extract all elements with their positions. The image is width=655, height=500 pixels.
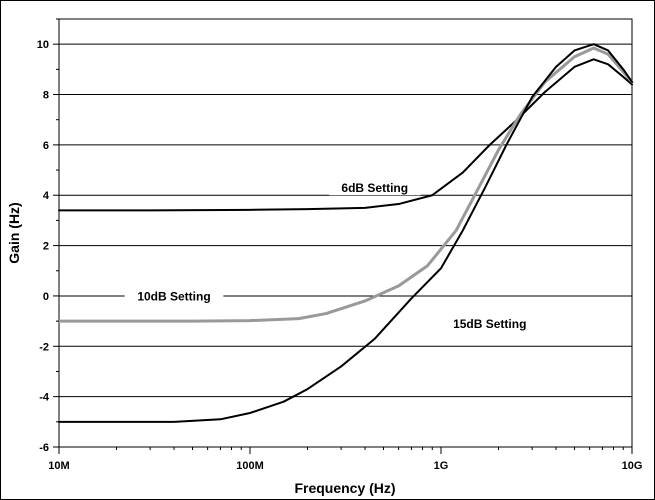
x-tick-label-0: 10M — [48, 460, 69, 472]
x-axis-title: Frequency (Hz) — [294, 480, 395, 496]
y-axis-title: Gain (Hz) — [6, 202, 22, 263]
y-tick-label-0: -6 — [39, 442, 49, 454]
annotation-bg-0 — [329, 179, 421, 196]
y-tick-label-8: 10 — [37, 39, 49, 51]
plot-frame — [58, 18, 633, 448]
series-line-0 — [58, 58, 633, 212]
y-tick-label-3: 0 — [43, 291, 49, 303]
series-line-1 — [57, 46, 634, 323]
annotations: 6dB Setting 10dB Setting 15dB Setting — [124, 179, 540, 332]
y-tick-label-4: 2 — [43, 241, 49, 253]
annotation-label-0: 6dB Setting — [341, 181, 408, 195]
annotation-bg-1 — [124, 287, 224, 304]
x-tick-label-2: 1G — [434, 460, 449, 472]
series-lines — [57, 43, 634, 423]
y-tick-label-2: -2 — [39, 341, 49, 353]
y-tick-label-6: 6 — [43, 140, 49, 152]
plot-area — [58, 18, 633, 448]
series-line-2 — [58, 43, 633, 423]
annotation-label-1: 10dB Setting — [137, 289, 210, 303]
axes: -6 -4 -2 0 2 4 6 8 10 10M 100M 1G 10G — [37, 18, 643, 472]
x-tick-label-1: 100M — [236, 460, 264, 472]
x-tick-label-3: 10G — [622, 460, 643, 472]
annotation-bg-2 — [440, 315, 540, 332]
y-tick-label-5: 4 — [43, 190, 50, 202]
y-tick-label-7: 8 — [43, 90, 49, 102]
annotation-label-2: 15dB Setting — [453, 317, 526, 331]
y-tick-label-1: -4 — [39, 392, 50, 404]
